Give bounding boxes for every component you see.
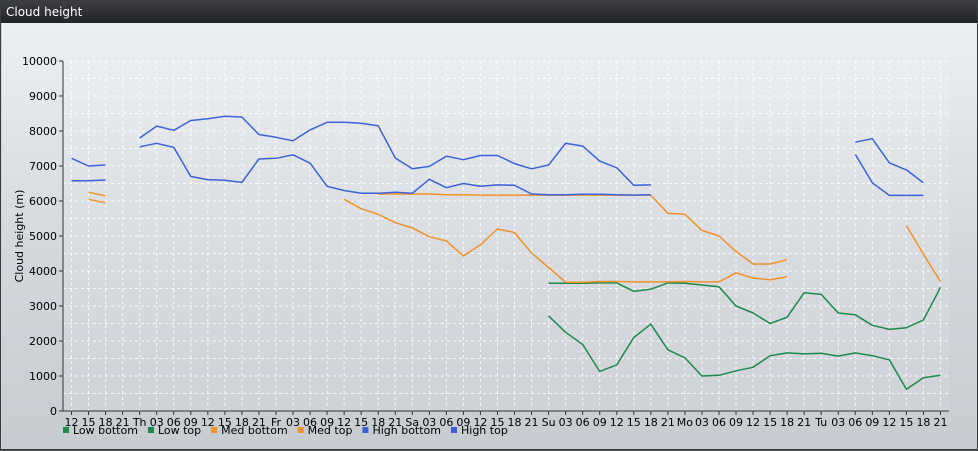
legend-entry: Low top — [158, 424, 201, 437]
x-tick-label: 06 — [576, 416, 590, 429]
series-line-med-top — [378, 193, 788, 265]
series-line-med-bottom — [343, 198, 788, 283]
x-tick-label: 09 — [593, 416, 607, 429]
y-tick-label: 1000 — [29, 370, 57, 383]
x-tick-label: 06 — [712, 416, 726, 429]
y-tick-label: 0 — [50, 405, 57, 418]
x-tick-label: 15 — [218, 416, 232, 429]
x-tick-label: Fr — [271, 416, 282, 429]
x-tick-label: 06 — [848, 416, 862, 429]
x-tick-label: 06 — [167, 416, 181, 429]
y-tick-label: 8000 — [29, 125, 57, 138]
x-tick-label: 09 — [456, 416, 470, 429]
x-tick-label: 21 — [388, 416, 402, 429]
x-tick-label: 21 — [116, 416, 130, 429]
legend-swatch — [147, 427, 154, 433]
legend-entry: High bottom — [372, 424, 441, 437]
series-line-high-bottom — [854, 154, 924, 197]
legend-entry: Med bottom — [221, 424, 288, 437]
x-tick-label: Tu — [814, 416, 827, 429]
x-tick-label: 21 — [252, 416, 266, 429]
y-tick-label: 3000 — [29, 300, 57, 313]
x-tick-label: 18 — [916, 416, 930, 429]
x-tick-label: 06 — [303, 416, 317, 429]
series-line-high-bottom — [139, 142, 651, 196]
x-tick-label: Th — [132, 416, 147, 429]
x-tick-label: 15 — [490, 416, 504, 429]
x-tick-label: 18 — [371, 416, 385, 429]
legend-entry: Med top — [308, 424, 353, 437]
x-tick-label: 18 — [99, 416, 113, 429]
legend-swatch — [63, 427, 69, 433]
series-line-low-bottom — [548, 315, 941, 391]
series-line-high-bottom — [71, 179, 106, 182]
x-tick-label: 18 — [508, 416, 522, 429]
series-line-high-top — [855, 137, 924, 184]
y-tick-label: 4000 — [29, 265, 57, 278]
legend-entry: High top — [461, 424, 508, 437]
x-tick-label: 15 — [354, 416, 368, 429]
window-title: Cloud height — [1, 1, 977, 23]
legend-entry: Low bottom — [73, 424, 138, 437]
x-tick-label: 03 — [695, 416, 709, 429]
x-tick-label: 09 — [729, 416, 743, 429]
x-tick-label: 03 — [831, 416, 845, 429]
series-line-med-bottom — [88, 198, 106, 204]
x-tick-label: 12 — [337, 416, 351, 429]
x-tick-label: 12 — [65, 416, 79, 429]
x-tick-label: 21 — [933, 416, 947, 429]
x-tick-label: 15 — [899, 416, 913, 429]
y-tick-label: 10000 — [22, 55, 57, 68]
x-tick-label: 15 — [763, 416, 777, 429]
x-tick-label: 18 — [235, 416, 249, 429]
x-tick-label: 21 — [797, 416, 811, 429]
legend-swatch — [297, 427, 304, 433]
y-tick-label: 9000 — [29, 90, 57, 103]
y-tick-label: 6000 — [29, 195, 57, 208]
y-tick-label: 2000 — [29, 335, 57, 348]
x-tick-label: 09 — [184, 416, 198, 429]
legend-swatch — [362, 427, 369, 433]
x-tick-label: 06 — [439, 416, 453, 429]
x-tick-label: 03 — [150, 416, 164, 429]
x-tick-label: 09 — [320, 416, 334, 429]
x-tick-label: 12 — [473, 416, 487, 429]
x-tick-label: 03 — [559, 416, 573, 429]
x-tick-label: 15 — [82, 416, 96, 429]
x-tick-label: 12 — [201, 416, 215, 429]
series-line-med-bottom — [905, 225, 942, 282]
x-tick-label: 09 — [865, 416, 879, 429]
x-tick-label: 21 — [661, 416, 675, 429]
y-tick-label: 7000 — [29, 160, 57, 173]
x-tick-label: Mo — [677, 416, 693, 429]
x-tick-label: 21 — [525, 416, 539, 429]
x-tick-label: 18 — [780, 416, 794, 429]
x-tick-label: 12 — [746, 416, 760, 429]
x-tick-label: 03 — [422, 416, 436, 429]
legend-swatch — [211, 427, 218, 433]
x-tick-label: Su — [542, 416, 556, 429]
y-tick-label: 5000 — [29, 230, 57, 243]
series-line-high-top — [71, 157, 106, 167]
x-tick-label: 12 — [882, 416, 896, 429]
y-axis-label: Cloud height (m) — [13, 190, 26, 283]
series-line-low-top — [548, 282, 942, 331]
x-tick-label: 03 — [286, 416, 300, 429]
x-tick-label: 15 — [627, 416, 641, 429]
x-tick-label: 12 — [610, 416, 624, 429]
series-line-high-top — [139, 115, 651, 187]
series-line-med-top — [88, 191, 106, 197]
x-tick-label: Sa — [405, 416, 419, 429]
legend-swatch — [451, 427, 457, 433]
x-tick-label: 18 — [644, 416, 658, 429]
